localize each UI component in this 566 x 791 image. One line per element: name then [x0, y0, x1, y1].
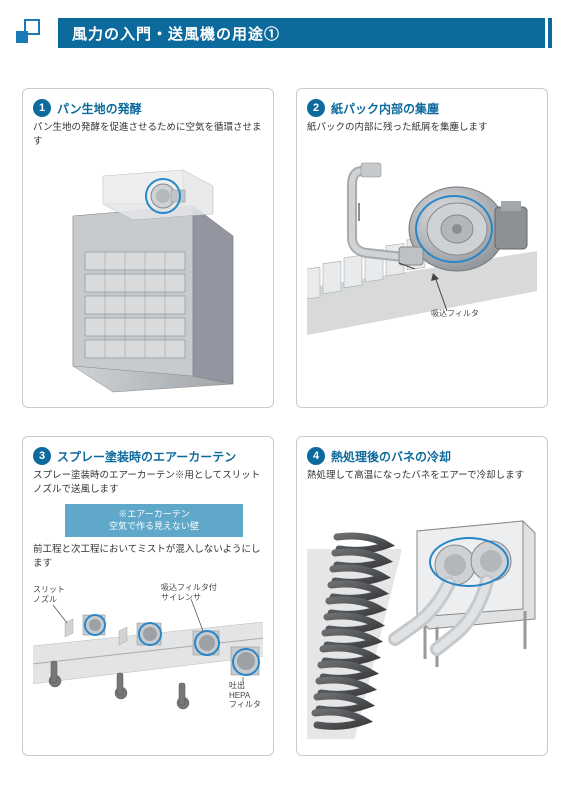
highlight-ring	[429, 537, 509, 587]
card-3-title: スプレー塗装時のエアーカーテン	[57, 448, 236, 465]
badge-1: 1	[33, 99, 51, 117]
badge-4: 4	[307, 447, 325, 465]
card-2-desc: 紙パックの内部に残った紙屑を集塵します	[307, 121, 537, 135]
card-2-illustration: 吸込フィルタ	[307, 141, 537, 381]
card-1-title: パン生地の発酵	[57, 100, 142, 117]
card-1-desc: パン生地の発酵を促進させるために空気を循環させます	[33, 121, 263, 150]
card-grid: 1 パン生地の発酵 パン生地の発酵を促進させるために空気を循環させます	[22, 88, 544, 756]
card-4: 4 熱処理後のバネの冷却 熱処理して高温になったバネをエアーで冷却します	[296, 436, 548, 756]
page-header: 風力の入門・送風機の用途①	[14, 18, 552, 48]
card-3-note: ※エアーカーテン 空気で作る見えない壁	[65, 504, 243, 537]
card-4-title: 熱処理後のバネの冷却	[331, 448, 451, 465]
card-1: 1 パン生地の発酵 パン生地の発酵を促進させるために空気を循環させます	[22, 88, 274, 408]
card-2-title: 紙パック内部の集塵	[331, 100, 439, 117]
header-accent	[548, 18, 552, 48]
card-3: 3 スプレー塗装時のエアーカーテン スプレー塗装時のエアーカーテン※用としてスリ…	[22, 436, 274, 756]
card-4-desc: 熱処理して高温になったバネをエアーで冷却します	[307, 469, 537, 483]
header-icon	[14, 19, 50, 47]
annot-filter: 吸込フィルタ	[431, 309, 479, 319]
card-2: 2 紙パック内部の集塵 紙パックの内部に残った紙屑を集塵します	[296, 88, 548, 408]
highlight-ring	[415, 195, 493, 263]
highlight-ring	[145, 178, 181, 214]
card-3-desc2: 前工程と次工程においてミストが混入しないようにします	[33, 543, 263, 572]
card-1-illustration	[33, 156, 263, 396]
card-4-illustration	[307, 489, 537, 739]
card-3-desc1: スプレー塗装時のエアーカーテン※用としてスリットノズルで送風します	[33, 469, 263, 498]
page-title: 風力の入門・送風機の用途①	[58, 18, 545, 48]
badge-3: 3	[33, 447, 51, 465]
badge-2: 2	[307, 99, 325, 117]
card-3-illustration: スリット ノズル 吸込フィルタ付 サイレンサ 吐出 HEPA フィルタ	[33, 577, 263, 717]
